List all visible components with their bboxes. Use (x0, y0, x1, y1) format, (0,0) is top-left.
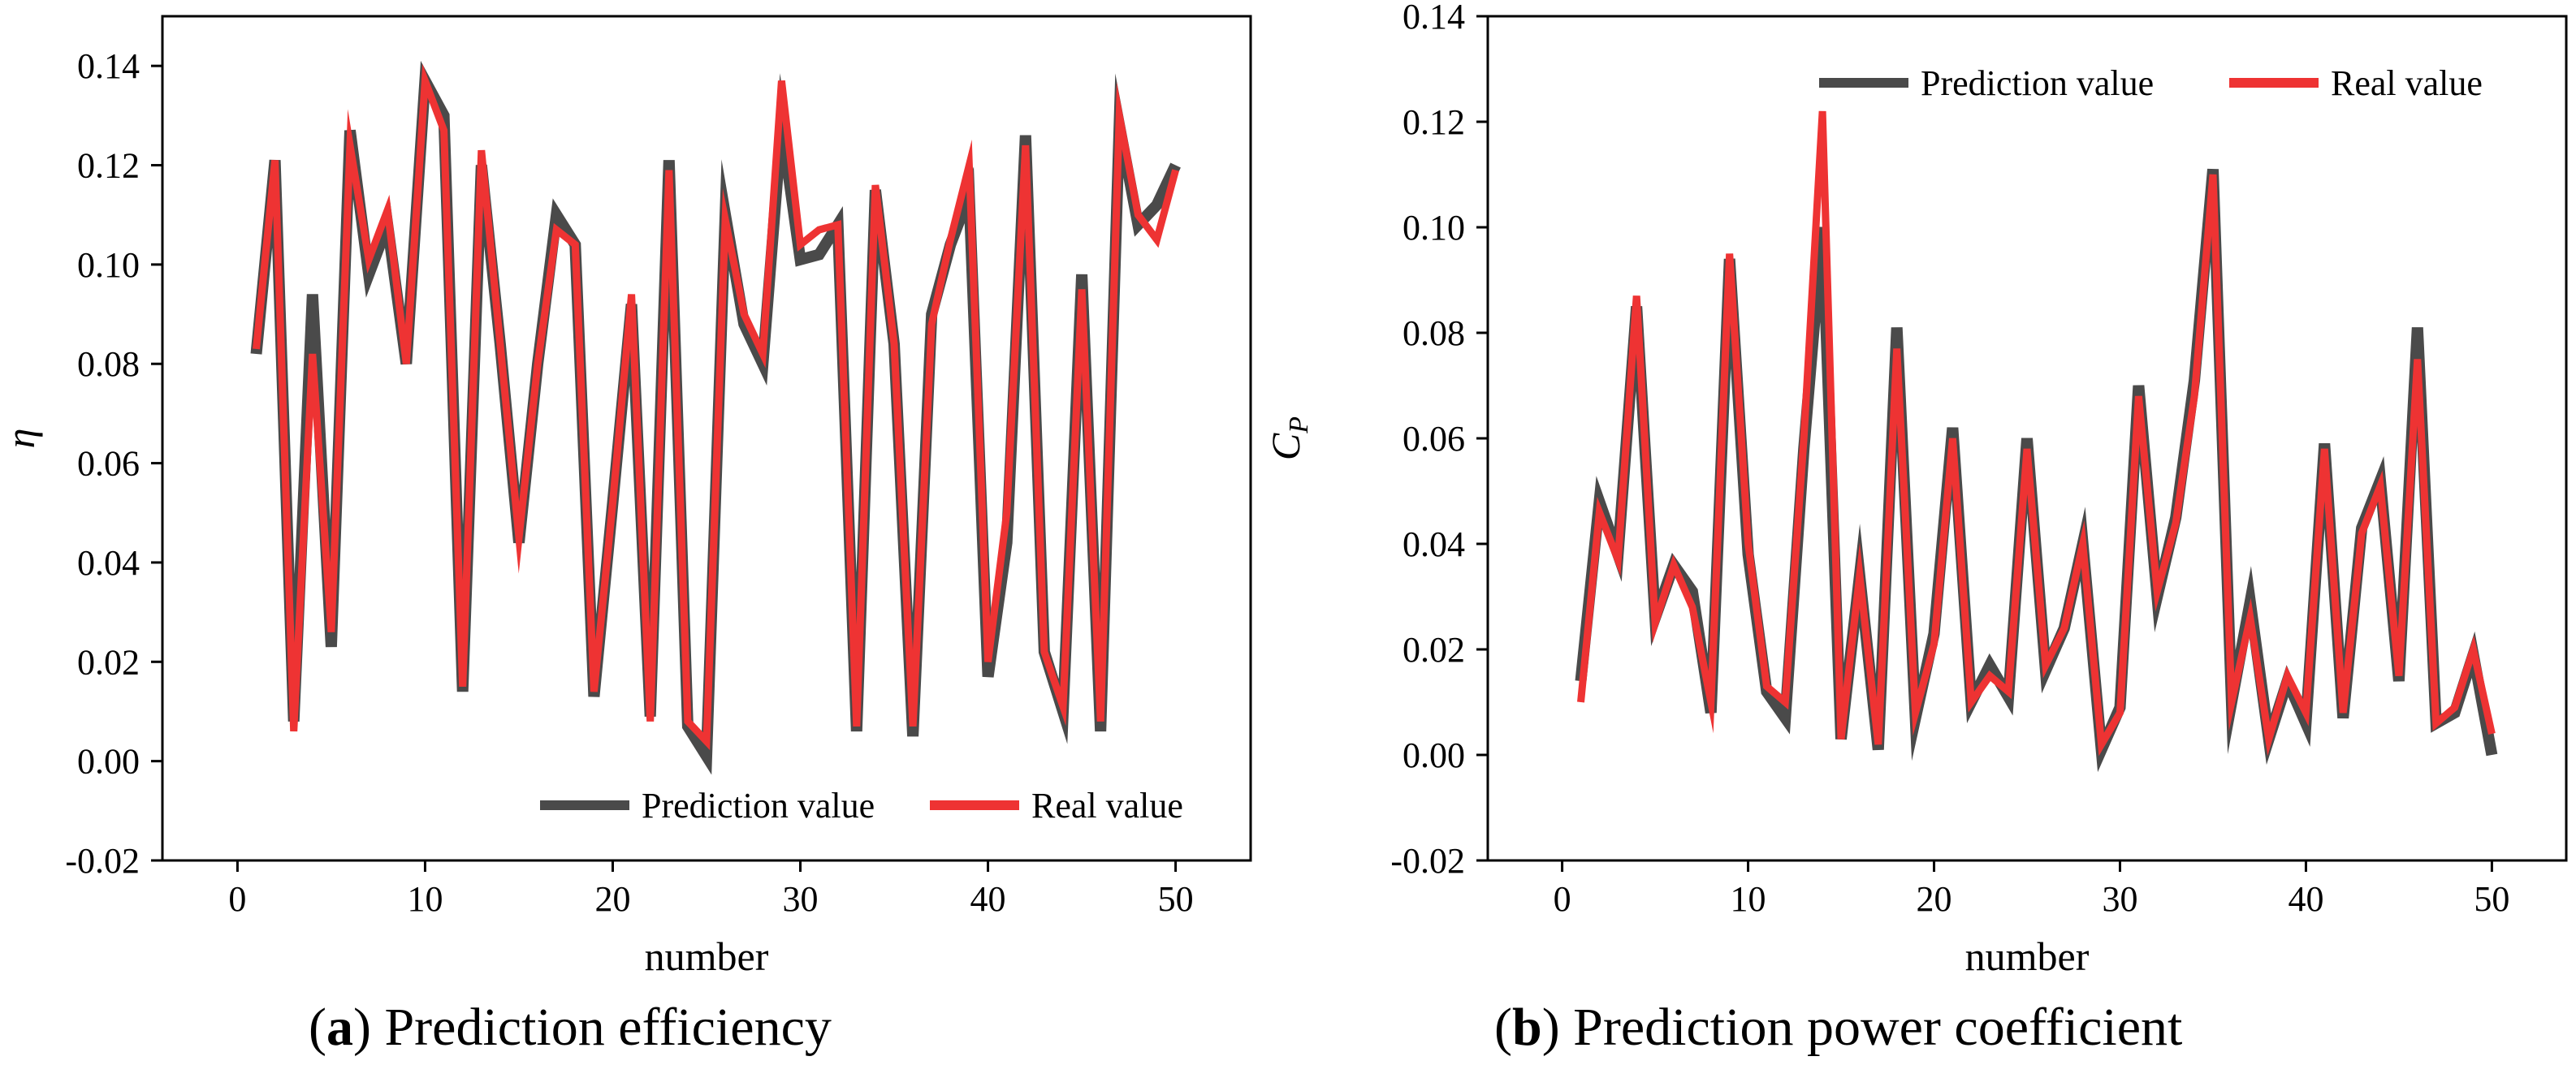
y-tick-label-b: 0.06 (1403, 419, 1465, 459)
x-tick-label-a: 20 (594, 879, 630, 919)
y-tick-label-a: 0.04 (77, 543, 140, 583)
y-tick-label-a: 0.10 (77, 245, 140, 285)
x-axis-title-a: number (645, 934, 769, 979)
plot-frame-a (161, 15, 1252, 862)
legend-label-real-a: Real value (1031, 786, 1183, 826)
y-tick-label-a: 0.02 (77, 642, 140, 682)
caption-b-text: ) Prediction power coefficient (1541, 998, 2183, 1057)
y-tick-label-a: -0.02 (65, 841, 140, 881)
y-axis-title-b: CP (1263, 416, 1314, 460)
y-tick-label-b: 0.00 (1403, 735, 1465, 775)
series-line-real-a (253, 63, 1179, 751)
x-tick-label-a: 40 (970, 879, 1006, 919)
x-tick-label-a: 10 (407, 879, 443, 919)
y-tick-label-b: -0.02 (1390, 841, 1465, 881)
x-tick-label-b: 20 (1917, 879, 1952, 919)
caption-b: (b) Prediction power coefficient (1494, 997, 2182, 1059)
y-axis-title-sub-b: P (1284, 416, 1314, 434)
caption-a-text: ) Prediction efficiency (352, 998, 832, 1057)
x-tick-label-b: 10 (1731, 879, 1766, 919)
caption-a-open: ( (309, 998, 326, 1057)
caption-b-letter: b (1511, 998, 1542, 1057)
caption-a: (a) Prediction efficiency (309, 997, 832, 1059)
x-tick-label-b: 30 (2102, 879, 2137, 919)
x-tick-label-b: 0 (1554, 879, 1571, 919)
chart-prediction-power-coefficient: 0 10 20 30 40 50 -0.02 0.00 0.02 0.04 0.06 0.08 0.10… (1263, 0, 2568, 979)
y-tick-label-a: 0.08 (77, 344, 140, 384)
series-line-real-b (1577, 110, 2496, 757)
x-tick-label-a: 30 (783, 879, 819, 919)
y-tick-label-a: 0.00 (77, 742, 140, 782)
x-tick-label-b: 50 (2474, 879, 2509, 919)
y-axis-title-a: η (0, 429, 43, 449)
y-tick-label-b: 0.02 (1403, 630, 1465, 670)
x-tick-label-a: 50 (1158, 879, 1194, 919)
x-tick-label-b: 40 (2288, 879, 2323, 919)
x-axis-title-b: number (1965, 934, 2090, 979)
y-tick-label-b: 0.04 (1403, 524, 1465, 564)
y-tick-label-b: 0.08 (1403, 313, 1465, 353)
x-tick-label-a: 0 (228, 879, 246, 919)
chart-prediction-efficiency: 0 10 20 30 40 50 -0.02 0.00 0.02 0.04 0.06 0.08 0.10… (0, 15, 1252, 979)
y-tick-label-a: 0.14 (77, 46, 140, 86)
y-tick-label-b: 0.14 (1403, 0, 1465, 37)
caption-b-open: ( (1494, 998, 1512, 1057)
legend-label-prediction-b: Prediction value (1921, 63, 2154, 103)
y-tick-label-b: 0.12 (1403, 102, 1465, 142)
legend-label-real-b: Real value (2331, 63, 2483, 103)
y-tick-label-a: 0.06 (77, 444, 140, 484)
y-tick-label-b: 0.10 (1403, 208, 1465, 248)
caption-a-letter: a (326, 998, 353, 1057)
legend-label-prediction-a: Prediction value (642, 786, 875, 826)
y-tick-label-a: 0.12 (77, 146, 140, 186)
